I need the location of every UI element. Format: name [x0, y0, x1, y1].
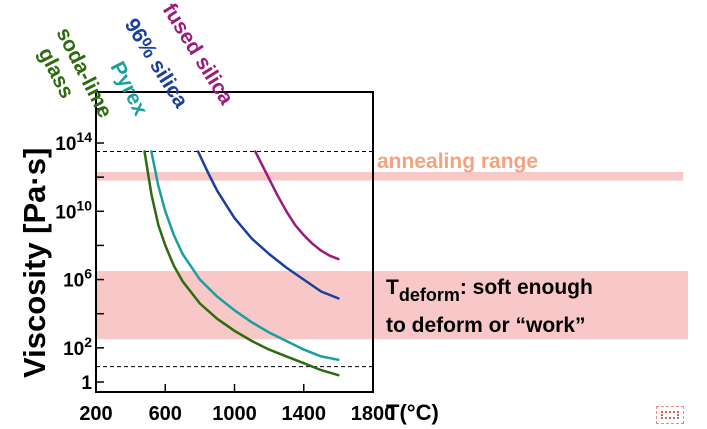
series-line-soda-lime-glass [143, 150, 340, 377]
y-axis-label: Viscosity [Pa·s] [17, 148, 52, 378]
x-tick-label-1800: 1800 [351, 403, 396, 425]
series-line-pyrex [150, 150, 340, 362]
t-deform-main: T [386, 276, 399, 299]
series-line-96-silica [196, 150, 340, 300]
y-tick-label-0: 1 [81, 373, 92, 394]
corner-logo [656, 406, 684, 424]
series [143, 150, 340, 377]
y-tick-label-14: 1014 [55, 129, 92, 155]
x-tick-label-1400: 1400 [282, 403, 327, 425]
bands [96, 172, 688, 340]
x-tick-label-200: 200 [79, 403, 112, 425]
t-deform-line2: to deform or “work” [386, 314, 586, 337]
y-tick-label-10: 1010 [55, 197, 92, 223]
x-ticks: 200 600 1000 1400 1800 [79, 384, 395, 425]
t-deform-label: Tdeform: soft enough [386, 276, 593, 305]
x-tick-label-600: 600 [149, 403, 182, 425]
t-deform-subscript: deform [399, 285, 460, 305]
t-deform-rest: : soft enough [460, 276, 593, 299]
axes [95, 91, 374, 393]
y-tick-label-6: 106 [63, 266, 92, 292]
plot-frame [95, 91, 374, 393]
band-annealing-range [96, 172, 683, 181]
y-tick-label-2: 102 [63, 334, 92, 360]
series-line-fused-silica [254, 150, 340, 261]
x-tick-label-1000: 1000 [212, 403, 257, 425]
annealing-range-label: annealing range [377, 150, 538, 173]
x-axis-label: T(°C) [386, 400, 439, 425]
y-ticks: 1 102 106 1010 1014 [55, 108, 104, 394]
band-t-deform [96, 271, 688, 340]
